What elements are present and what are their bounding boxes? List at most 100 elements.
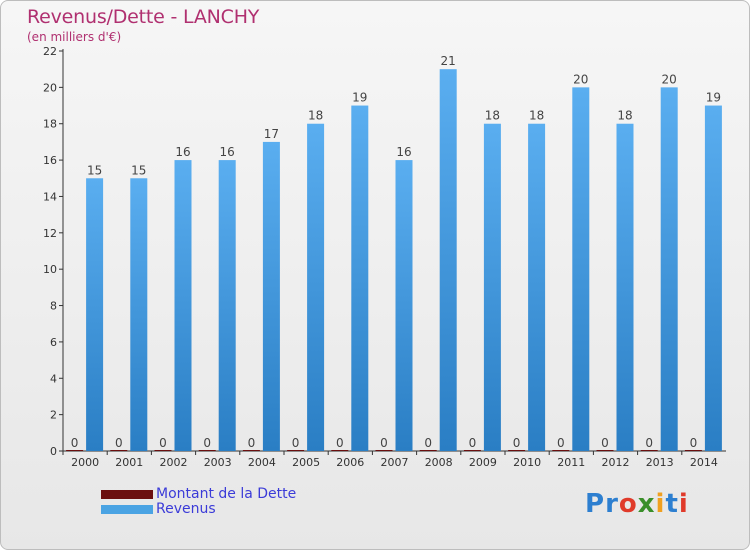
bar-revenus [218,160,236,451]
data-label-dette: 0 [690,436,698,450]
data-label-revenus: 15 [87,163,102,177]
logo-letter: P [585,489,606,519]
x-tick-label: 2002 [160,456,188,469]
bar-revenus [572,87,590,451]
data-label-dette: 0 [336,436,344,450]
bar-revenus [307,123,325,452]
data-label-revenus: 18 [529,109,544,123]
bar-revenus [130,178,148,452]
bar-revenus [660,87,678,451]
data-label-dette: 0 [424,436,432,450]
bar-revenus [483,123,501,452]
data-label-revenus: 18 [617,109,632,123]
bar-revenus [351,105,369,451]
legend-label-dette: Montant de la Dette [156,486,297,502]
data-label-revenus: 18 [308,109,323,123]
y-tick-label: 22 [43,45,57,58]
bar-revenus [704,105,722,451]
bar-dette [419,450,437,451]
data-label-dette: 0 [248,436,256,450]
data-label-revenus: 16 [396,145,411,159]
x-tick-label: 2004 [248,456,276,469]
bar-dette [287,450,305,451]
y-tick-label: 8 [50,300,57,313]
y-tick-label: 18 [43,118,57,131]
bar-revenus [262,141,280,451]
bar-dette [110,450,128,451]
data-label-revenus: 18 [485,109,500,123]
x-tick-label: 2007 [381,456,409,469]
x-tick-label: 2013 [646,456,674,469]
bar-revenus [86,178,104,452]
data-label-dette: 0 [557,436,565,450]
x-tick-label: 2014 [690,456,718,469]
bar-revenus [528,123,546,452]
legend-label-revenus: Revenus [156,501,216,517]
bar-revenus [439,69,457,451]
bar-dette [66,450,84,451]
data-label-dette: 0 [469,436,477,450]
bar-dette [242,450,260,451]
data-label-revenus: 19 [706,91,721,105]
y-tick-label: 12 [43,227,57,240]
x-tick-label: 2005 [292,456,320,469]
data-label-revenus: 16 [220,145,235,159]
y-tick-label: 20 [43,81,57,94]
x-tick-label: 2001 [115,456,143,469]
y-tick-label: 0 [50,445,57,458]
x-tick-label: 2003 [204,456,232,469]
data-label-dette: 0 [292,436,300,450]
x-tick-label: 2006 [336,456,364,469]
chart-title: Revenus/Dette - LANCHY [27,6,260,28]
bar-dette [508,450,526,451]
data-label-dette: 0 [71,436,79,450]
logo-letter: i [678,489,689,519]
data-label-dette: 0 [380,436,388,450]
bar-dette [684,450,702,451]
x-tick-label: 2011 [557,456,585,469]
data-label-dette: 0 [513,436,521,450]
data-label-revenus: 20 [662,72,677,86]
x-tick-label: 2000 [71,456,99,469]
data-label-dette: 0 [115,436,123,450]
x-tick-label: 2009 [469,456,497,469]
bar-revenus [395,160,413,451]
bar-dette [198,450,216,451]
x-tick-label: 2008 [425,456,453,469]
bar-dette [640,450,658,451]
logo-letter: x [637,489,656,519]
data-label-revenus: 16 [175,145,190,159]
y-tick-label: 4 [50,372,57,385]
y-tick-label: 10 [43,263,57,276]
bar-dette [154,450,172,451]
logo-letter: r [605,489,619,519]
data-label-revenus: 20 [573,72,588,86]
bar-dette [552,450,570,451]
y-tick-label: 14 [43,190,57,203]
y-tick-label: 6 [50,336,57,349]
logo-letter: o [618,489,638,519]
y-tick-label: 16 [43,154,57,167]
bar-revenus [174,160,192,451]
proxiti-logo: Proxiti [585,489,689,519]
data-label-dette: 0 [203,436,211,450]
x-tick-label: 2010 [513,456,541,469]
data-label-dette: 0 [601,436,609,450]
bar-dette [375,450,393,451]
bar-dette [596,450,614,451]
legend-swatch-dette [101,490,153,499]
bar-dette [331,450,349,451]
bar-dette [463,450,481,451]
logo-letter: t [665,489,679,519]
logo-letter: i [655,489,666,519]
bar-revenus [616,123,634,452]
y-tick-label: 2 [50,409,57,422]
data-label-revenus: 19 [352,91,367,105]
data-label-dette: 0 [645,436,653,450]
data-label-revenus: 15 [131,163,146,177]
x-tick-label: 2012 [602,456,630,469]
data-label-revenus: 17 [264,127,279,141]
legend-swatch-revenus [101,505,153,514]
